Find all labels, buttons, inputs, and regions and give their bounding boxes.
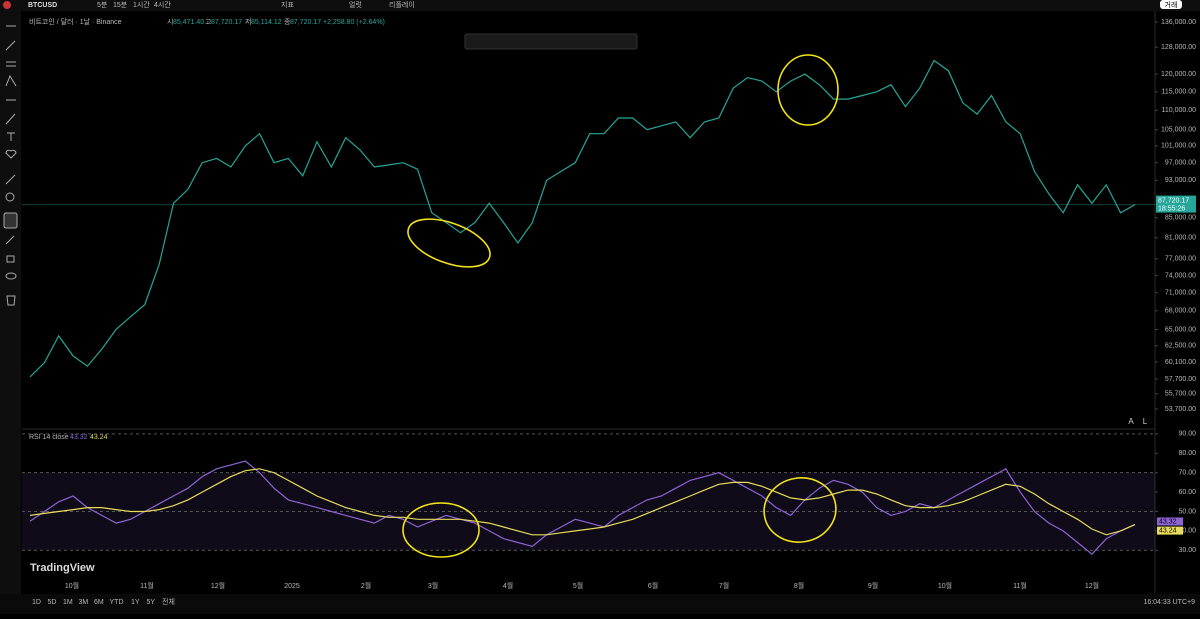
y-tick-label: 50.00 <box>1178 508 1196 515</box>
countdown: 18:55:26 <box>1158 205 1185 212</box>
value-badge-label: 43.32 <box>1159 518 1177 525</box>
change: +2,258.80 (+2.64%) <box>323 19 385 26</box>
range-button[interactable]: 1Y <box>131 599 140 606</box>
y-tick-label: 81,000.00 <box>1165 235 1196 242</box>
trade-button[interactable] <box>1160 0 1182 9</box>
scale-button[interactable]: L <box>1143 417 1148 426</box>
range-button[interactable]: 1D <box>32 599 41 606</box>
alert[interactable]: 얼럿 <box>349 0 362 9</box>
scale-button[interactable]: A <box>1128 417 1134 426</box>
range-button[interactable]: 전체 <box>162 597 175 606</box>
top-bar <box>0 0 1200 11</box>
y-tick-label: 71,000.00 <box>1165 290 1196 297</box>
clock: 16:04:33 UTC+9 <box>1143 599 1195 606</box>
y-tick-label: 93,000.00 <box>1165 177 1196 184</box>
brand: TradingView <box>30 562 95 574</box>
x-tick-label: 10월 <box>65 581 79 590</box>
y-tick-label: 115,000.00 <box>1161 89 1196 96</box>
y-tick-label: 120,000.00 <box>1161 71 1196 78</box>
ohlc-label: 저 <box>245 17 251 26</box>
range-button[interactable]: 1M <box>63 599 73 606</box>
chart-title: 비트코인 / 달러 · 1날 · Binance <box>29 17 122 26</box>
ohlc-value: 87,720.17 <box>211 19 242 26</box>
value-badge-label: 43.24 <box>1159 527 1177 534</box>
y-tick-label: 53,700.00 <box>1165 406 1196 413</box>
rsi-title: RSI 14 close <box>29 434 69 441</box>
x-tick-label: 2월 <box>361 581 371 590</box>
y-tick-label: 30.00 <box>1178 547 1196 554</box>
tool-icons[interactable] <box>3 25 18 306</box>
y-tick-label: 136,000.00 <box>1161 19 1196 26</box>
drawing-toolbar[interactable] <box>464 33 638 50</box>
x-tick-label: 9월 <box>868 581 878 590</box>
y-tick-label: 40.00 <box>1178 528 1196 535</box>
interval[interactable]: 5분 <box>97 1 108 9</box>
left-toolbar <box>0 11 21 614</box>
y-tick-label: 62,500.00 <box>1165 343 1196 350</box>
rsi-ma-value: 43.24 <box>90 434 108 441</box>
y-tick-label: 85,000.00 <box>1165 215 1196 222</box>
ohlc-value: 85,471.40 <box>173 19 204 26</box>
ohlc-label: 종 <box>284 18 291 26</box>
y-tick-label: 60.00 <box>1178 489 1196 496</box>
ohlc-value: 87,720.17 <box>290 19 321 26</box>
range-button[interactable]: 5Y <box>147 599 156 606</box>
y-tick-label: 90.00 <box>1178 431 1196 438</box>
y-tick-label: 70.00 <box>1178 470 1196 477</box>
interval[interactable]: 4시간 <box>154 0 171 9</box>
series-line <box>29 468 1136 536</box>
price-badge <box>1156 195 1196 213</box>
y-tick-label: 74,000.00 <box>1165 272 1196 279</box>
range-button[interactable]: 6M <box>94 599 104 606</box>
indicators[interactable]: 지표 <box>281 0 294 9</box>
x-tick-label: 12월 <box>1085 581 1099 590</box>
x-tick-label: 7월 <box>719 581 729 590</box>
bottom-bar <box>0 594 1200 614</box>
range-button[interactable]: YTD <box>110 599 124 606</box>
y-tick-label: 97,000.00 <box>1165 160 1196 167</box>
x-tick-label: 5월 <box>573 581 583 590</box>
y-tick-label: 65,000.00 <box>1165 326 1196 333</box>
y-tick-label: 57,700.00 <box>1165 376 1196 383</box>
rsi-value: 43.32 <box>70 434 88 441</box>
x-tick-label: 2025 <box>284 583 300 590</box>
price-badge-label: 87,720.17 <box>1158 197 1189 204</box>
trade-label[interactable]: 거래 <box>1165 0 1178 9</box>
y-tick-label: 128,000.00 <box>1161 44 1196 51</box>
y-tick-label: 110,000.00 <box>1161 107 1196 114</box>
ohlc-label: 시 <box>167 18 173 26</box>
annotations <box>402 54 839 558</box>
series-line <box>29 59 1136 378</box>
x-tick-label: 12월 <box>211 581 225 590</box>
y-tick-label: 55,700.00 <box>1165 391 1196 398</box>
interval[interactable]: 1시간 <box>133 0 150 9</box>
symbol[interactable]: BTCUSD <box>28 2 57 9</box>
x-tick-label: 4월 <box>503 581 513 590</box>
ohlc-label: 고 <box>205 18 212 26</box>
ohlc-value: 85,114.12 <box>251 19 282 26</box>
y-tick-label: 60,100.00 <box>1165 359 1196 366</box>
range-button[interactable]: 5D <box>48 599 57 606</box>
x-tick-label: 3월 <box>428 581 438 590</box>
series-line <box>29 460 1136 556</box>
y-tick-label: 80.00 <box>1178 450 1196 457</box>
y-tick-label: 101,000.00 <box>1161 143 1196 150</box>
interval[interactable]: 15분 <box>113 1 128 9</box>
y-tick-label: 68,000.00 <box>1165 307 1196 314</box>
y-tick-label: 77,000.00 <box>1165 256 1196 263</box>
x-tick-label: 10월 <box>938 581 952 590</box>
x-tick-label: 11월 <box>140 581 154 590</box>
value-badge <box>1157 526 1183 535</box>
x-tick-label: 6월 <box>648 581 658 590</box>
value-badge <box>1157 517 1183 526</box>
x-tick-label: 11월 <box>1013 581 1027 590</box>
x-tick-label: 8월 <box>794 581 804 590</box>
range-button[interactable]: 3M <box>79 599 89 606</box>
avatar[interactable] <box>3 1 11 9</box>
replay[interactable]: 리플레이 <box>389 0 415 9</box>
y-tick-label: 105,000.00 <box>1161 127 1196 134</box>
